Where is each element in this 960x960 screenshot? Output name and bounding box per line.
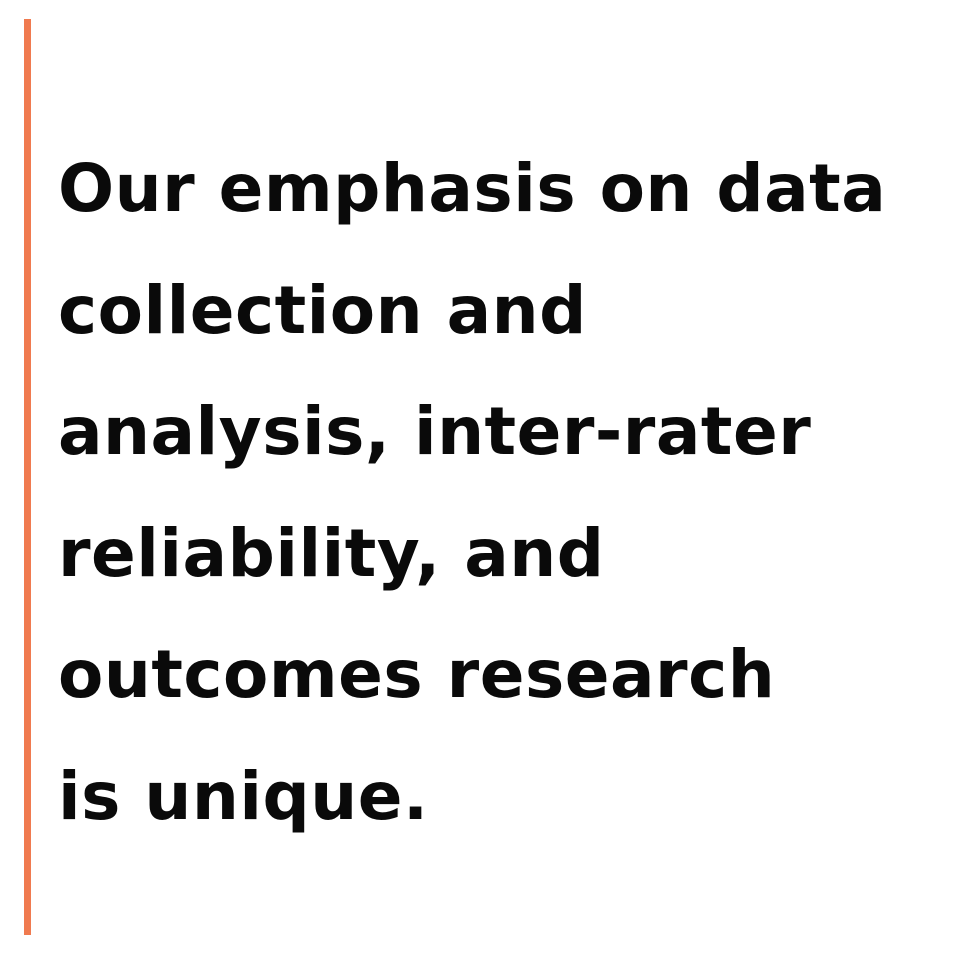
quote-line-4: reliability, and bbox=[58, 514, 605, 592]
quote-line-6: is unique. bbox=[58, 757, 429, 835]
pull-quote: Our emphasis on data collection and anal… bbox=[58, 128, 948, 857]
quote-line-3: analysis, inter-rater bbox=[58, 393, 812, 470]
quote-line-2: collection and bbox=[58, 271, 587, 349]
quote-line-1: Our emphasis on data bbox=[58, 150, 887, 227]
quote-line-5: outcomes research bbox=[58, 636, 776, 713]
accent-bar bbox=[24, 19, 31, 935]
